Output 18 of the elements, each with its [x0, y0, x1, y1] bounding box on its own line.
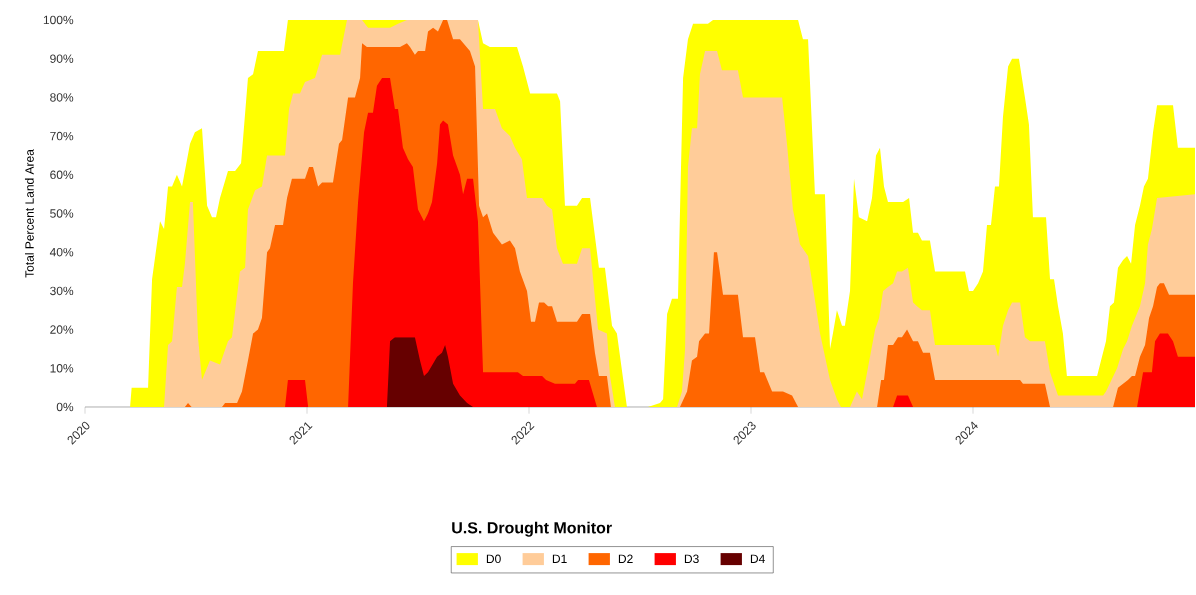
y-tick-label: 100%: [43, 15, 74, 25]
y-axis-title: Total Percent Land Area: [24, 149, 34, 278]
y-tick-label: 40%: [49, 247, 74, 257]
y-tick-label: 50%: [50, 209, 74, 218]
legend-label: D4: [750, 554, 765, 563]
legend-label: D2: [618, 554, 633, 563]
legend-title: U.S. Drought Monitor: [452, 521, 612, 537]
y-tick-label: 90%: [50, 54, 74, 63]
y-tick-label: 80%: [50, 93, 74, 102]
y-tick-label: 70%: [50, 131, 74, 141]
y-tick-label: 20%: [50, 325, 74, 334]
y-tick-label: 10%: [50, 364, 74, 373]
legend-label: D0: [486, 554, 501, 564]
y-tick-label: 30%: [50, 286, 74, 296]
legend-label: D3: [684, 554, 699, 564]
y-tick-label: 60%: [50, 170, 74, 180]
legend-label: D1: [552, 554, 567, 563]
y-tick-label: 0%: [56, 402, 74, 412]
